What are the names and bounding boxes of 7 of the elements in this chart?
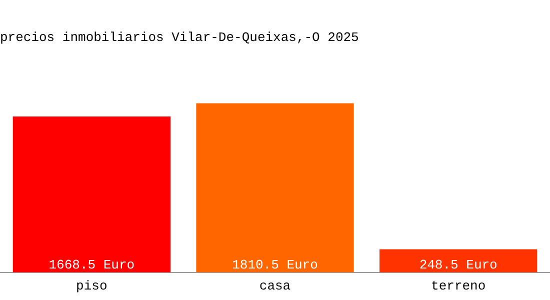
data-label: 1810.5 Euro xyxy=(232,257,318,272)
data-label: 1668.5 Euro xyxy=(48,257,135,272)
chart-title: precios inmobiliarios Vilar-De-Queixas,-O 2025 xyxy=(0,30,359,46)
data-label: 248.5 Euro xyxy=(419,257,498,272)
x-tick-label: piso xyxy=(76,278,108,294)
x-tick-label: terreno xyxy=(431,278,486,294)
x-tick-label: casa xyxy=(259,278,291,294)
